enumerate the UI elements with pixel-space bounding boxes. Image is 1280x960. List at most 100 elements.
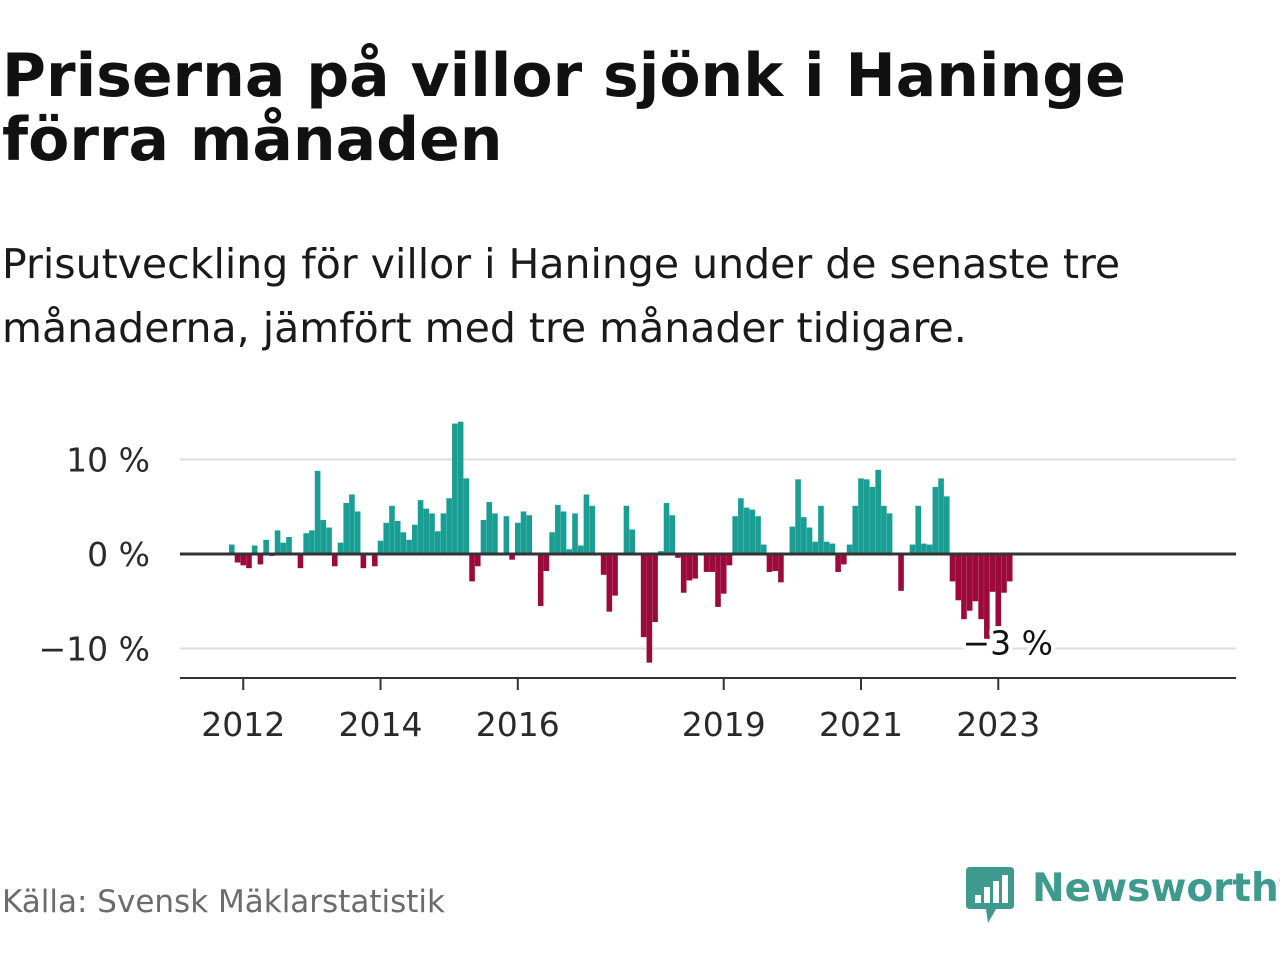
bar [400,532,407,554]
bar [274,530,281,555]
bar [881,505,887,554]
bar [606,554,613,612]
bar [726,554,733,566]
bar [251,545,258,554]
bar [526,515,533,554]
x-tick-label: 2016 [476,705,560,744]
bar [852,505,859,554]
bar [389,505,395,554]
x-tick-label: 2014 [339,705,423,744]
bar [469,554,475,582]
bar [577,545,584,554]
bar [234,554,241,563]
bar [755,516,761,554]
bar [772,554,778,572]
bar [995,554,1002,639]
y-tick-label: 10 % [66,441,150,480]
bar [869,486,876,554]
bar [457,421,464,554]
bar [492,513,498,554]
bar [286,536,292,554]
bar [480,519,487,554]
bar [1001,554,1007,593]
bar [801,517,807,554]
bar [543,554,550,572]
bar [583,494,590,554]
y-axis: 10 % 0 % −10 % [39,441,151,669]
bar [452,423,458,554]
bar [314,470,321,554]
bar [640,554,647,638]
bar [486,502,492,554]
bar [749,509,756,554]
annotation-halo: −3 % [962,623,1053,662]
axes [180,552,1236,679]
bar [354,511,361,554]
bar [823,541,830,555]
bar [875,469,881,554]
bar [686,554,693,581]
bar [463,478,470,554]
bar [629,529,635,554]
x-axis: 2012 2014 2016 2019 2021 2023 [201,678,1040,744]
y-tick-label: 0 % [87,535,150,574]
bar [331,554,338,567]
bar [297,554,304,569]
bar [949,554,956,582]
x-tick-label: 2012 [201,705,285,744]
bar [446,498,452,555]
bar [703,554,710,572]
bar [715,554,721,607]
bar [417,500,424,554]
bar [343,502,349,554]
bar [858,478,864,554]
brand-logo[interactable]: Newsworthy [960,862,1280,928]
bar [915,505,921,554]
bar [646,554,653,663]
source-note: Källa: Svensk Mäklarstatistik [2,884,445,920]
x-tick-label: 2023 [956,705,1040,744]
x-tick-label: 2021 [819,705,903,744]
last-value-label: −3 % [962,623,1053,662]
bar [720,554,727,594]
bar [474,554,481,567]
bar [394,520,401,554]
bar [835,554,841,572]
bar [984,554,990,640]
annotation: −3 %−3 % [958,619,1057,666]
bar [240,554,247,566]
bar [600,554,607,575]
bar [738,498,744,555]
bar [709,554,716,572]
gridlines [180,458,1236,650]
bar [932,486,939,554]
bar [320,519,327,554]
bar [846,544,853,554]
bar [337,542,344,554]
bar [309,530,315,555]
bar [743,507,750,554]
bar [503,516,510,554]
bar [555,504,561,554]
bar [966,554,973,611]
bar [303,533,309,554]
bar [663,502,670,554]
bar [440,513,447,554]
bar [429,513,435,554]
bar [760,544,767,554]
bar [675,554,681,558]
bar [589,505,595,554]
bar [406,539,412,554]
bar [818,505,824,554]
bar [509,554,515,560]
x-tick-label: 2019 [682,705,766,744]
brand-name: Newsworthy [1032,866,1280,911]
bar [944,496,950,554]
bar [789,526,796,554]
bar [863,479,870,554]
bar [372,554,378,567]
bar [978,554,984,620]
bar [955,554,962,601]
bar [921,543,927,554]
bar [515,522,521,554]
